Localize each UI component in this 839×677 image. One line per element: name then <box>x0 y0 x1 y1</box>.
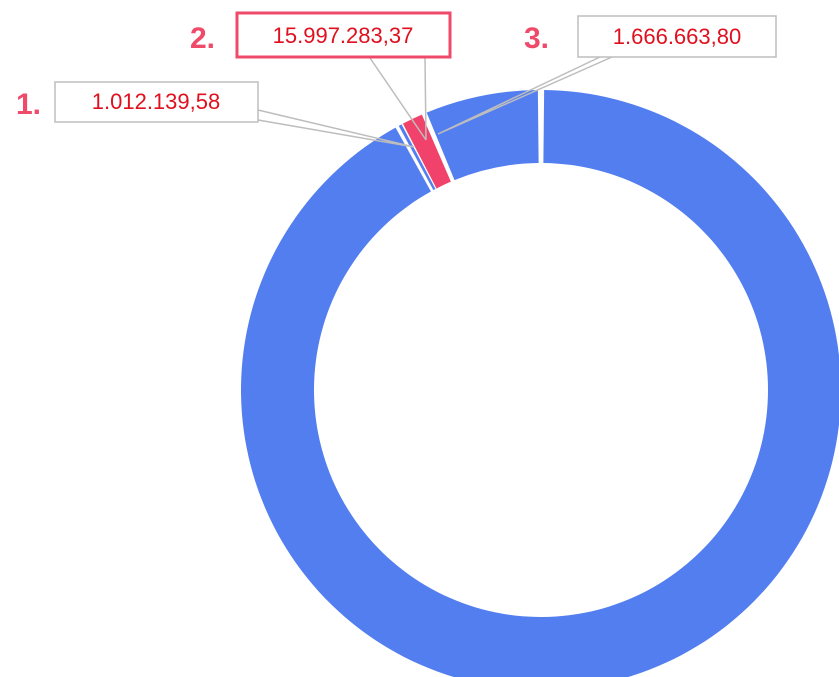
annotation-box <box>235 11 452 59</box>
annotation-marker: 3. <box>524 22 549 55</box>
donut-segment <box>426 90 539 181</box>
annotation-label: 1.666.663,80 <box>613 24 741 49</box>
annotation-label: 1.012.139,58 <box>92 89 220 114</box>
donut-ring <box>241 90 839 677</box>
leader-line <box>257 109 415 148</box>
annotation-label: 15.997.283,37 <box>273 23 414 48</box>
donut-segment <box>398 124 436 191</box>
leader-line <box>437 56 613 135</box>
annotation-marker: 1. <box>16 88 41 121</box>
annotation-box <box>54 81 259 123</box>
donut-segment <box>241 90 839 677</box>
leader-line <box>369 57 427 141</box>
donut-segment <box>402 114 451 189</box>
annotation-box <box>577 15 777 58</box>
annotation-marker: 2. <box>190 22 215 55</box>
